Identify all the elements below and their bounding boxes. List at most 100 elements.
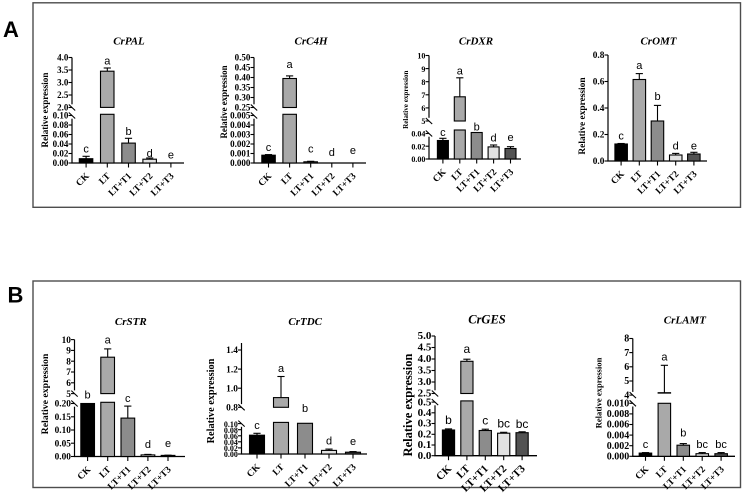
svg-text:c: c [440,127,446,139]
svg-text:e: e [350,436,356,448]
svg-text:b: b [474,122,480,134]
svg-text:7: 7 [624,348,629,359]
svg-text:0.0: 0.0 [593,157,605,167]
svg-text:0.00: 0.00 [224,450,238,459]
svg-text:0.000: 0.000 [607,452,630,463]
svg-text:8: 8 [421,78,425,87]
svg-text:CrGES: CrGES [468,313,506,327]
svg-text:a: a [278,363,285,375]
svg-text:2.5: 2.5 [418,388,432,400]
svg-text:8: 8 [66,357,71,367]
svg-text:7: 7 [66,368,71,378]
svg-text:6: 6 [421,104,425,113]
svg-text:0.8: 0.8 [226,404,238,414]
svg-text:4.0: 4.0 [57,53,69,63]
svg-text:a: a [104,56,111,68]
svg-text:6: 6 [66,379,71,389]
svg-text:Relative expression: Relative expression [578,77,588,155]
svg-text:bc: bc [696,439,708,451]
svg-text:0.15: 0.15 [55,413,72,423]
svg-text:CrTDC: CrTDC [288,316,322,328]
svg-text:a: a [636,60,643,72]
svg-text:0.50: 0.50 [235,53,251,63]
svg-text:Relative expression: Relative expression [40,73,50,148]
svg-text:0.2: 0.2 [593,131,605,141]
svg-text:0.40: 0.40 [235,73,251,83]
svg-text:e: e [507,132,513,144]
svg-text:0.06: 0.06 [53,130,69,140]
svg-text:c: c [254,420,260,432]
svg-text:10: 10 [417,52,425,61]
svg-text:0.000: 0.000 [230,158,251,168]
svg-text:d: d [491,133,497,145]
svg-text:0.00: 0.00 [53,158,69,168]
svg-text:a: a [287,59,294,71]
svg-text:bc: bc [497,416,510,430]
svg-text:a: a [105,335,112,347]
svg-text:0.00: 0.00 [55,453,72,463]
svg-text:b: b [680,428,686,440]
svg-text:0.25: 0.25 [235,103,251,113]
svg-text:e: e [691,141,697,153]
svg-text:c: c [618,131,624,143]
svg-text:Relative expression: Relative expression [402,70,410,128]
svg-text:5.0: 5.0 [418,330,432,342]
svg-text:0.05: 0.05 [55,439,72,449]
svg-text:0.010: 0.010 [607,399,630,410]
svg-text:a: a [661,352,668,364]
svg-text:2.0: 2.0 [57,103,69,113]
svg-text:0.08: 0.08 [224,426,238,435]
svg-text:bc: bc [715,439,727,451]
svg-text:1.4: 1.4 [226,346,238,356]
svg-text:0.006: 0.006 [607,420,630,431]
svg-text:4: 4 [624,390,629,401]
svg-text:0.00: 0.00 [411,155,425,164]
svg-text:e: e [350,145,356,157]
svg-text:c: c [643,439,649,451]
svg-text:4.5: 4.5 [418,342,432,354]
svg-text:0.2: 0.2 [418,429,432,441]
svg-text:8: 8 [624,334,629,345]
svg-text:CrLAMT: CrLAMT [664,315,707,327]
svg-text:e: e [165,438,171,450]
svg-text:4.0: 4.0 [418,353,432,365]
svg-text:0.002: 0.002 [230,139,251,149]
svg-text:0.10: 0.10 [53,111,69,121]
svg-text:c: c [266,142,272,154]
svg-text:Relative expression: Relative expression [401,354,415,457]
svg-text:3.5: 3.5 [57,65,69,75]
svg-text:5: 5 [624,376,629,387]
svg-text:c: c [308,143,314,155]
svg-text:0.6: 0.6 [593,78,605,88]
svg-text:c: c [83,144,89,156]
svg-text:0.4: 0.4 [593,104,605,114]
svg-text:6: 6 [624,362,629,373]
svg-text:b: b [654,91,660,103]
svg-text:CrC4H: CrC4H [294,36,327,48]
svg-text:0.35: 0.35 [235,83,251,93]
svg-text:0.20: 0.20 [55,400,72,410]
svg-text:3.0: 3.0 [57,78,69,88]
svg-text:b: b [302,403,308,415]
svg-text:5: 5 [66,390,71,400]
svg-text:d: d [673,141,679,153]
svg-text:e: e [168,150,174,162]
svg-text:2.5: 2.5 [57,90,69,100]
svg-text:c: c [125,393,131,405]
svg-text:0.30: 0.30 [235,93,251,103]
svg-text:10: 10 [62,336,72,346]
svg-text:CrOMT: CrOMT [640,36,677,48]
svg-text:0.02: 0.02 [53,149,69,159]
svg-text:0.3: 0.3 [418,418,432,430]
svg-text:c: c [482,414,488,428]
svg-text:Relative expression: Relative expression [206,358,217,443]
svg-text:bc: bc [516,417,529,431]
svg-text:1.0: 1.0 [226,384,238,394]
svg-text:d: d [145,439,151,451]
svg-text:9: 9 [421,65,425,74]
svg-text:b: b [85,390,91,402]
svg-text:Relative expression: Relative expression [594,357,604,428]
svg-text:d: d [326,436,332,448]
svg-text:0.04: 0.04 [53,139,69,149]
svg-text:a: a [464,342,471,356]
